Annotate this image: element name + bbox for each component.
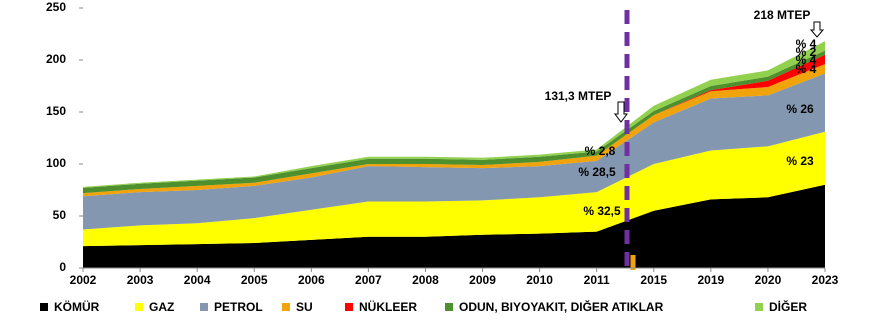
x-tick-label: 2011: [584, 273, 610, 287]
legend-label: PETROL: [214, 300, 263, 314]
x-tick-label: 2003: [127, 273, 154, 287]
y-tick-label: 150: [46, 104, 66, 118]
legend-swatch: [135, 303, 143, 311]
x-tick-label: 2004: [184, 273, 211, 287]
annotation: % 4: [796, 62, 817, 76]
annotation: % 29,2: [581, 242, 619, 256]
area: [83, 73, 825, 230]
annotation: 218 MTEP: [754, 8, 811, 22]
annotation: % 26: [786, 102, 814, 116]
arrow: [614, 101, 628, 123]
annotation: % 4: [796, 53, 817, 67]
x-tick-label: 2005: [241, 273, 268, 287]
x-tick-label: 2008: [412, 273, 439, 287]
x-tick-label: 2007: [355, 273, 382, 287]
x-tick-label: 2006: [298, 273, 325, 287]
x-tick-label: 2020: [755, 273, 782, 287]
x-tick-label: 2009: [469, 273, 496, 287]
area: [83, 184, 825, 268]
area: [83, 41, 825, 188]
x-tick-label: 2002: [70, 273, 97, 287]
annotation: 131,3 MTEP: [545, 89, 612, 103]
legend-swatch: [200, 303, 208, 311]
annotation: % 4: [796, 37, 817, 51]
y-tick-label: 200: [46, 52, 66, 66]
y-tick-label: 0: [59, 260, 66, 274]
legend-label: ODUN, BIYOYAKIT, DIĞER ATIKLAR: [459, 299, 664, 314]
legend-label: SU: [296, 300, 313, 314]
legend-swatch: [345, 303, 353, 311]
y-tick-label: 50: [53, 208, 67, 222]
arrow: [809, 21, 825, 38]
legend-swatch: [282, 303, 290, 311]
y-tick-label: 100: [46, 156, 66, 170]
legend-label: KÖMÜR: [54, 299, 100, 314]
annotation: % 2: [796, 45, 817, 59]
legend-label: GAZ: [149, 300, 174, 314]
annotation: % 37: [786, 229, 814, 243]
annotation: % 23: [786, 154, 814, 168]
annotation: % 28,5: [578, 165, 616, 179]
annotation: % 32,5: [583, 204, 621, 218]
legend-label: DİĞER: [769, 299, 807, 314]
plot: [83, 41, 825, 268]
x-tick-label: 2023: [812, 273, 839, 287]
x-tick-label: 2019: [697, 273, 724, 287]
x-tick-label: 2010: [526, 273, 553, 287]
x-tick-label: 2015: [640, 273, 667, 287]
y-tick-label: 250: [46, 0, 66, 14]
annotation: % 2,8: [585, 144, 616, 158]
legend-swatch: [445, 303, 453, 311]
legend-label: NÜKLEER: [359, 299, 417, 314]
legend-swatch: [40, 303, 48, 311]
area: [83, 131, 825, 247]
legend-swatch: [755, 303, 763, 311]
